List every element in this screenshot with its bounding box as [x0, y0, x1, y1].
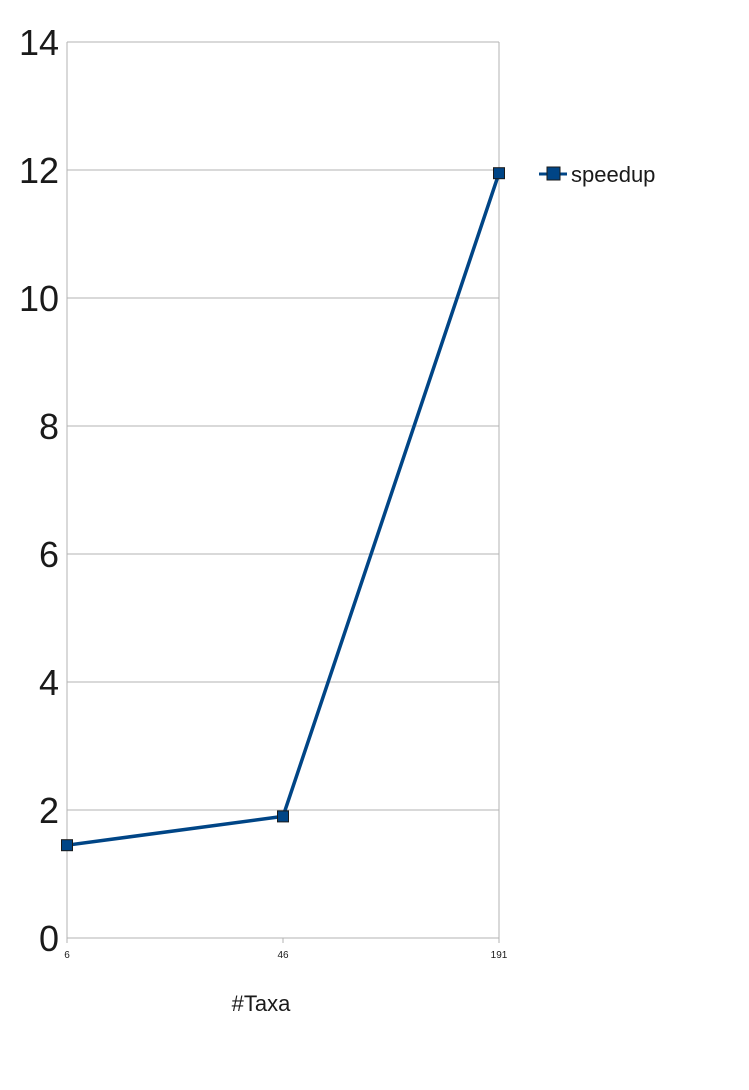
- data-point-marker: [493, 167, 505, 180]
- y-tick-label: 12: [19, 150, 59, 191]
- data-point-marker: [61, 839, 73, 852]
- x-axis-ticks: 6 46 191: [64, 938, 508, 961]
- legend-marker-speedup: [546, 166, 561, 181]
- series-speedup: [61, 167, 505, 852]
- series-line-speedup: [66, 172, 501, 847]
- x-tick-label: 6: [64, 950, 70, 961]
- legend: speedup: [539, 162, 655, 187]
- y-tick-label: 2: [39, 790, 59, 831]
- y-tick-label: 14: [19, 22, 59, 63]
- grid-lines: [66, 41, 500, 939]
- y-tick-label: 10: [19, 278, 59, 319]
- y-tick-label: 0: [39, 918, 59, 959]
- y-tick-label: 6: [39, 534, 59, 575]
- data-point-marker: [277, 810, 289, 823]
- x-tick-label: 191: [491, 950, 508, 961]
- x-axis-label: #Taxa: [232, 991, 291, 1016]
- x-tick-label: 46: [277, 950, 289, 961]
- y-tick-label: 8: [39, 406, 59, 447]
- y-axis-ticks: 0 2 4 6 8 10 12 14: [19, 22, 59, 959]
- legend-label-speedup: speedup: [571, 162, 655, 187]
- y-tick-label: 4: [39, 662, 59, 703]
